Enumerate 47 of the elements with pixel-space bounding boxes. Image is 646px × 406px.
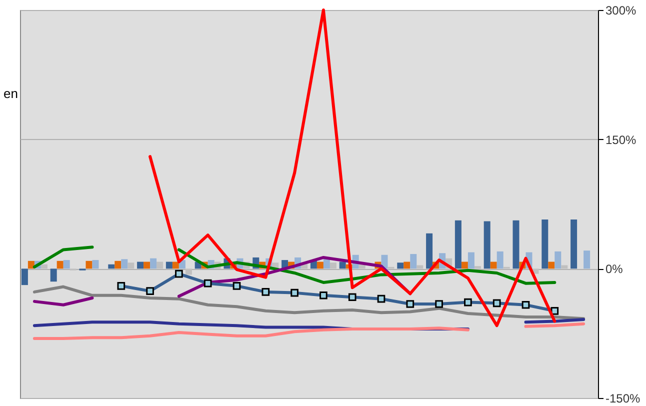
bar <box>172 262 179 269</box>
bar <box>86 260 92 269</box>
line-series <box>148 8 556 328</box>
bar <box>330 262 336 269</box>
bar <box>150 258 157 269</box>
bar <box>468 252 474 269</box>
bar <box>185 268 192 275</box>
bar <box>137 262 144 269</box>
bar <box>121 259 128 269</box>
bar <box>416 265 424 269</box>
bar <box>144 262 150 269</box>
bar <box>548 262 555 269</box>
bar <box>404 262 410 269</box>
bar <box>474 266 481 269</box>
line-series <box>32 285 586 320</box>
y-tick-label: 0% <box>606 262 624 276</box>
bar <box>484 221 490 269</box>
bar <box>542 220 548 269</box>
bar <box>316 262 324 269</box>
bar <box>426 233 433 269</box>
bar <box>496 251 504 269</box>
bar <box>512 220 520 269</box>
bar <box>21 268 28 286</box>
y-tick-label: -150% <box>606 392 641 406</box>
bar <box>40 264 48 269</box>
bar <box>554 251 562 269</box>
bar <box>128 262 134 269</box>
y-tick-label: 300% <box>606 4 637 18</box>
bar <box>397 262 404 269</box>
text: en <box>4 86 18 101</box>
bar <box>156 262 164 269</box>
bar <box>50 268 57 282</box>
bar <box>561 265 568 269</box>
y-tick-label: 150% <box>606 132 637 147</box>
bar <box>166 262 172 269</box>
bar <box>490 262 497 269</box>
bar <box>584 250 590 269</box>
bar <box>63 260 70 269</box>
bar <box>339 262 346 269</box>
bar <box>108 264 115 269</box>
bar <box>570 220 578 269</box>
bar <box>114 260 122 269</box>
bar <box>461 262 468 269</box>
bar <box>454 220 462 269</box>
bar <box>92 260 99 269</box>
bar <box>56 260 64 269</box>
bar <box>410 254 417 269</box>
